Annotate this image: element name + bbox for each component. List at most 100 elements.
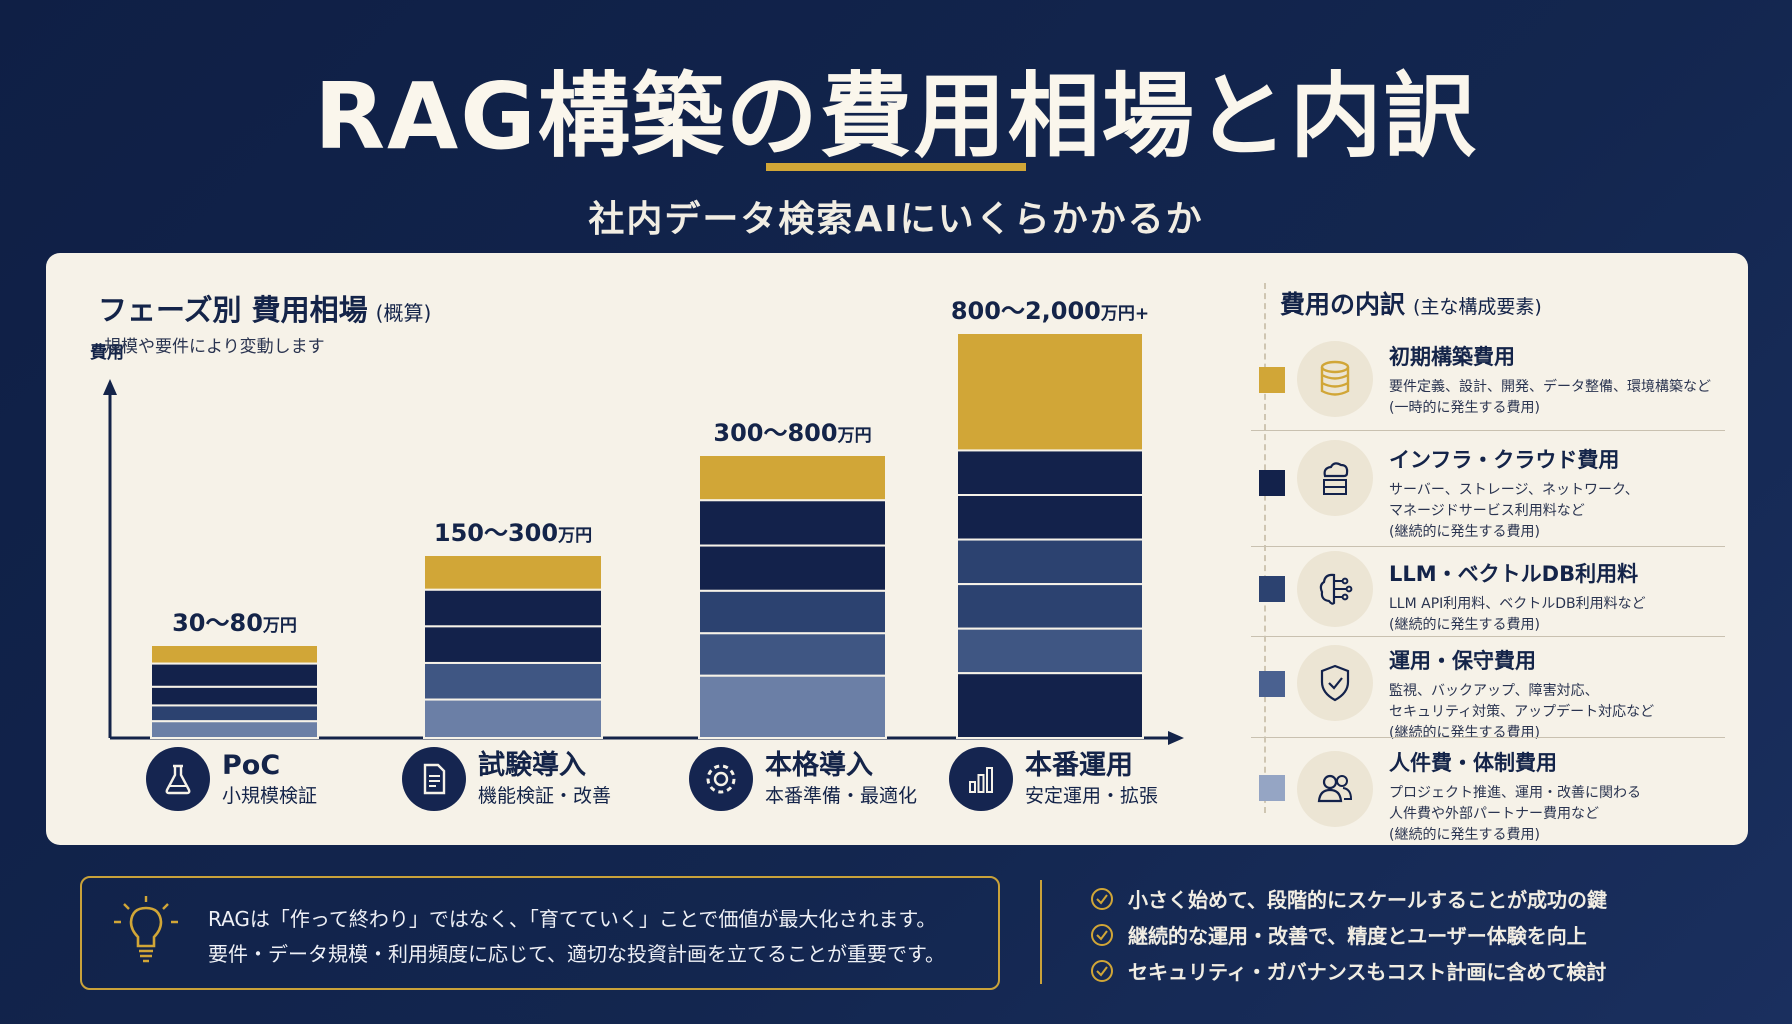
flask-icon — [146, 747, 210, 811]
bar-segment — [956, 627, 1144, 675]
people-icon — [1297, 751, 1373, 827]
checklist-item: 小さく始めて、段階的にスケールすることが成功の鍵 — [1090, 884, 1607, 913]
bar-value-label: 30〜80万円 — [172, 609, 297, 637]
bar-segment — [423, 588, 603, 628]
breakdown-line: (継続的に発生する費用) — [1389, 827, 1540, 843]
breakdown-line: マネージドサービス利用料など — [1389, 503, 1585, 519]
check-circle-icon — [1091, 887, 1113, 910]
chart: 費用 30〜80万円 150〜300万円 300〜800万円 800〜2,000万円+ — [90, 297, 1184, 745]
checklist-text: 小さく始めて、段階的にスケールすることが成功の鍵 — [1128, 888, 1607, 912]
bar-chart-icon — [949, 747, 1013, 811]
legend-swatch — [1259, 367, 1285, 393]
phase-poc: PoC 小規模検証 — [146, 747, 317, 811]
panel-divider — [1264, 283, 1266, 813]
brain-circuit-icon — [1297, 551, 1373, 627]
breakdown-line: (継続的に発生する費用) — [1389, 524, 1540, 540]
bar-segment — [698, 589, 887, 635]
legend-swatch — [1259, 576, 1285, 602]
breakdown-separator — [1251, 430, 1725, 431]
bar-value-label: 150〜300万円 — [434, 519, 592, 547]
y-axis-label: 費用 — [90, 342, 124, 363]
checklist-text: 継続的な運用・改善で、精度とユーザー体験を向上 — [1128, 924, 1587, 948]
breakdown-separator — [1251, 636, 1725, 637]
bar-segment — [956, 449, 1144, 496]
message-line: RAGは「作って終わり」ではなく、「育てていく」ことで価値が最大化されます。 — [208, 907, 937, 931]
bar-segment — [423, 698, 603, 740]
phase-name: PoC — [222, 749, 281, 781]
bar-segment — [698, 499, 887, 547]
breakdown-name: 運用・保守費用 — [1389, 649, 1536, 673]
breakdown-separator — [1251, 546, 1725, 547]
breakdown-line: 要件定義、設計、開発、データ整備、環境構築など — [1389, 379, 1711, 395]
breakdown-line: (継続的に発生する費用) — [1389, 617, 1540, 633]
chart-title: フェーズ別 費用相場 (概算) — [98, 293, 432, 327]
breakdown-name: 初期構築費用 — [1389, 345, 1515, 369]
phase-name: 本格導入 — [765, 749, 873, 781]
page-title: RAG構築の費用相場と内訳 — [314, 63, 1478, 170]
main-panel: 費用 30〜80万円 150〜300万円 300〜800万円 800〜2,000万円+ … — [46, 253, 1748, 845]
bar-segment — [423, 625, 603, 664]
page-subtitle: 社内データ検索AIにいくらかかるか — [588, 199, 1204, 240]
bar-segment — [956, 332, 1144, 452]
check-circle-icon — [1091, 923, 1113, 946]
breakdown-name: 人件費・体制費用 — [1389, 751, 1557, 775]
bar-segment — [698, 674, 887, 739]
bar-value-label: 300〜800万円 — [713, 419, 871, 447]
lightbulb-icon — [108, 892, 184, 976]
breakdown-line: (継続的に発生する費用) — [1389, 725, 1540, 741]
bar-segment — [423, 554, 603, 591]
y-axis-arrow — [103, 379, 117, 395]
breakdown-line: 監視、バックアップ、障害対応、 — [1389, 683, 1599, 699]
gear-icon — [689, 747, 753, 811]
breakdown-line: セキュリティ対策、アップデート対応など — [1389, 704, 1655, 720]
bar-segment — [150, 704, 319, 723]
phase-trial: 試験導入機能検証・改善 — [402, 747, 611, 811]
checklist-item: 継続的な運用・改善で、精度とユーザー体験を向上 — [1090, 920, 1587, 949]
breakdown-line: (一時的に発生する費用) — [1389, 400, 1540, 416]
bar-segment — [150, 685, 319, 707]
bar-segment — [150, 720, 319, 740]
bar-segment — [956, 583, 1144, 630]
breakdown-line: LLM API利用料、ベクトルDB利用料など — [1389, 596, 1646, 612]
bar-segment — [956, 538, 1144, 586]
phase-sub: 安定運用・拡張 — [1025, 785, 1159, 808]
bar-segment — [956, 494, 1144, 541]
phase-name: 試験導入 — [478, 749, 586, 781]
phase-sub: 機能検証・改善 — [478, 785, 612, 808]
breakdown-title: 費用の内訳 (主な構成要素) — [1280, 290, 1542, 319]
database-icon — [1297, 341, 1373, 417]
legend-swatch — [1259, 775, 1285, 801]
shield-icon — [1297, 645, 1373, 721]
legend-swatch — [1259, 470, 1285, 496]
bar-segment — [698, 632, 887, 677]
checklist-item: セキュリティ・ガバナンスもコスト計画に含めて検討 — [1090, 956, 1606, 985]
breakdown-separator — [1251, 737, 1725, 738]
bar-segment — [698, 544, 887, 592]
breakdown-name: インフラ・クラウド費用 — [1389, 448, 1620, 472]
chart-note: 規模や要件により変動します — [104, 337, 325, 357]
bar-segment — [698, 454, 887, 502]
message-line: 要件・データ規模・利用頻度に応じて、適切な投資計画を立てることが重要です。 — [208, 942, 945, 966]
phase-name: 本番運用 — [1025, 749, 1133, 781]
key-message-box: RAGは「作って終わり」ではなく、「育てていく」ことで価値が最大化されます。 要… — [80, 876, 1000, 990]
checklist-text: セキュリティ・ガバナンスもコスト計画に含めて検討 — [1128, 960, 1607, 984]
breakdown-line: サーバー、ストレージ、ネットワーク、 — [1389, 482, 1639, 498]
document-icon — [402, 747, 466, 811]
breakdown-line: プロジェクト推進、運用・改善に関わる — [1389, 785, 1641, 801]
bar-segment — [423, 661, 603, 701]
phase-sub: 本番準備・最適化 — [765, 785, 918, 808]
bottom-divider — [1040, 880, 1042, 984]
legend-swatch — [1259, 671, 1285, 697]
cloud-server-icon — [1297, 440, 1373, 516]
phase-sub: 小規模検証 — [222, 785, 318, 808]
breakdown-name: LLM・ベクトルDB利用料 — [1389, 562, 1639, 586]
bar-segment — [150, 644, 319, 665]
bar-segment — [956, 672, 1144, 740]
bar-segment — [150, 662, 319, 688]
check-circle-icon — [1091, 959, 1113, 982]
title-underline — [766, 163, 1026, 171]
x-axis-arrow — [1168, 731, 1184, 745]
breakdown-line: 人件費や外部パートナー費用など — [1389, 806, 1599, 822]
phase-production: 本番運用安定運用・拡張 — [949, 747, 1158, 811]
phase-full: 本格導入本番準備・最適化 — [689, 747, 917, 811]
